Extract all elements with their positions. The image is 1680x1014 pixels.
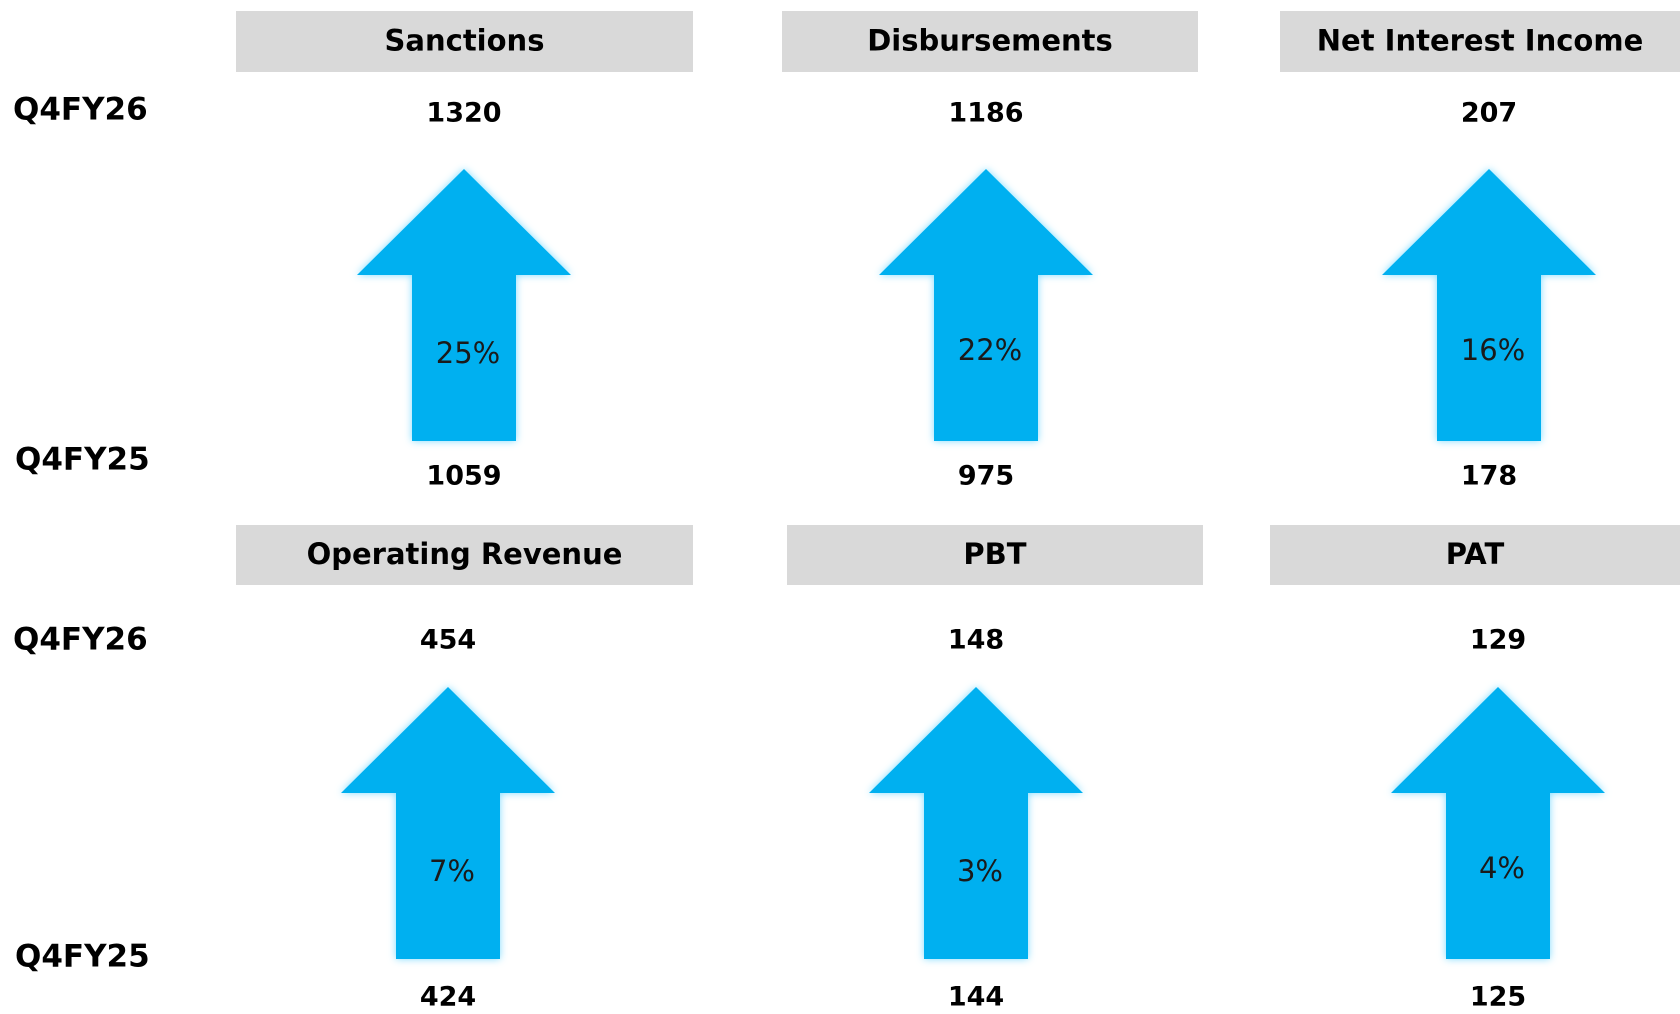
- growth-percent: 7%: [429, 854, 475, 888]
- header-title: Net Interest Income: [1317, 24, 1644, 58]
- up-arrow: [341, 687, 555, 959]
- up-arrow: [869, 687, 1083, 959]
- header-box: [787, 525, 1203, 585]
- header-title: PAT: [1446, 537, 1505, 571]
- header-box: [1270, 525, 1680, 585]
- header-title: Operating Revenue: [307, 537, 623, 571]
- current-value: 129: [1470, 625, 1526, 656]
- header-title: Sanctions: [385, 24, 545, 58]
- header-title: Disbursements: [867, 24, 1113, 58]
- up-arrow: [1382, 169, 1596, 441]
- header-title: PBT: [963, 537, 1026, 571]
- header-box: [236, 525, 693, 585]
- previous-value: 1059: [426, 461, 501, 492]
- current-value: 207: [1461, 98, 1517, 129]
- up-arrow: [357, 169, 571, 441]
- previous-value: 125: [1470, 982, 1526, 1013]
- previous-value: 178: [1461, 461, 1517, 492]
- growth-percent: 4%: [1479, 851, 1525, 885]
- row-label: Q4FY26: [13, 622, 148, 658]
- current-value: 1186: [948, 98, 1023, 129]
- current-value: 1320: [426, 98, 501, 129]
- header-box: [236, 11, 693, 72]
- header-box: [782, 11, 1198, 72]
- previous-value: 144: [948, 982, 1004, 1013]
- growth-percent: 22%: [958, 333, 1022, 367]
- current-value: 454: [420, 625, 476, 656]
- growth-percent: 16%: [1461, 333, 1525, 367]
- header-box: [1280, 11, 1680, 72]
- previous-value: 424: [420, 982, 476, 1013]
- current-value: 148: [948, 625, 1004, 656]
- growth-percent: 3%: [957, 854, 1003, 888]
- row-label: Q4FY26: [13, 92, 148, 128]
- up-arrow: [879, 169, 1093, 441]
- growth-percent: 25%: [436, 336, 500, 370]
- up-arrow: [1391, 687, 1605, 959]
- previous-value: 975: [958, 461, 1014, 492]
- row-label: Q4FY25: [15, 442, 150, 478]
- row-label: Q4FY25: [15, 939, 150, 975]
